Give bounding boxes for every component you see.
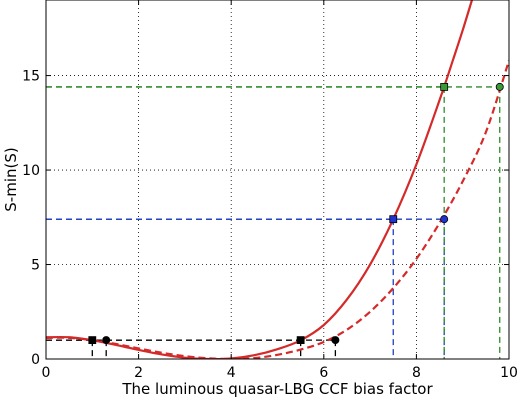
marker-layer: [88, 82, 504, 345]
x-tick-label: 6: [319, 365, 328, 381]
x-axis-title: The luminous quasar-LBG CCF bias factor: [121, 380, 433, 398]
dashed-curve-line: [46, 60, 509, 359]
circle-marker: [440, 215, 449, 224]
grid-layer: [46, 0, 509, 359]
x-tick-label: 0: [42, 365, 51, 381]
square-marker: [88, 336, 97, 345]
circle-marker: [102, 336, 111, 345]
solid-curve-line: [46, 0, 474, 359]
plot-frame: [45, 0, 510, 360]
square-marker: [296, 336, 305, 345]
square-marker: [389, 215, 398, 224]
circle-marker: [495, 82, 504, 91]
tick-layer: 0 2 4 6 8 10 0 5 10 15: [22, 0, 518, 381]
y-tick-label: 10: [22, 163, 40, 179]
x-tick-label: 8: [412, 365, 421, 381]
guide-layer: [46, 86, 501, 359]
x-tick-label: 10: [500, 365, 518, 381]
y-tick-label: 15: [22, 69, 40, 85]
square-marker: [440, 83, 449, 91]
x-tick-label: 2: [134, 365, 143, 381]
y-tick-label: 0: [31, 352, 40, 368]
x-tick-label: 4: [227, 365, 236, 381]
y-axis-title: S-min(S): [2, 147, 20, 211]
series-layer: [46, 0, 509, 359]
y-tick-label: 5: [31, 258, 40, 274]
circle-marker: [331, 336, 340, 345]
